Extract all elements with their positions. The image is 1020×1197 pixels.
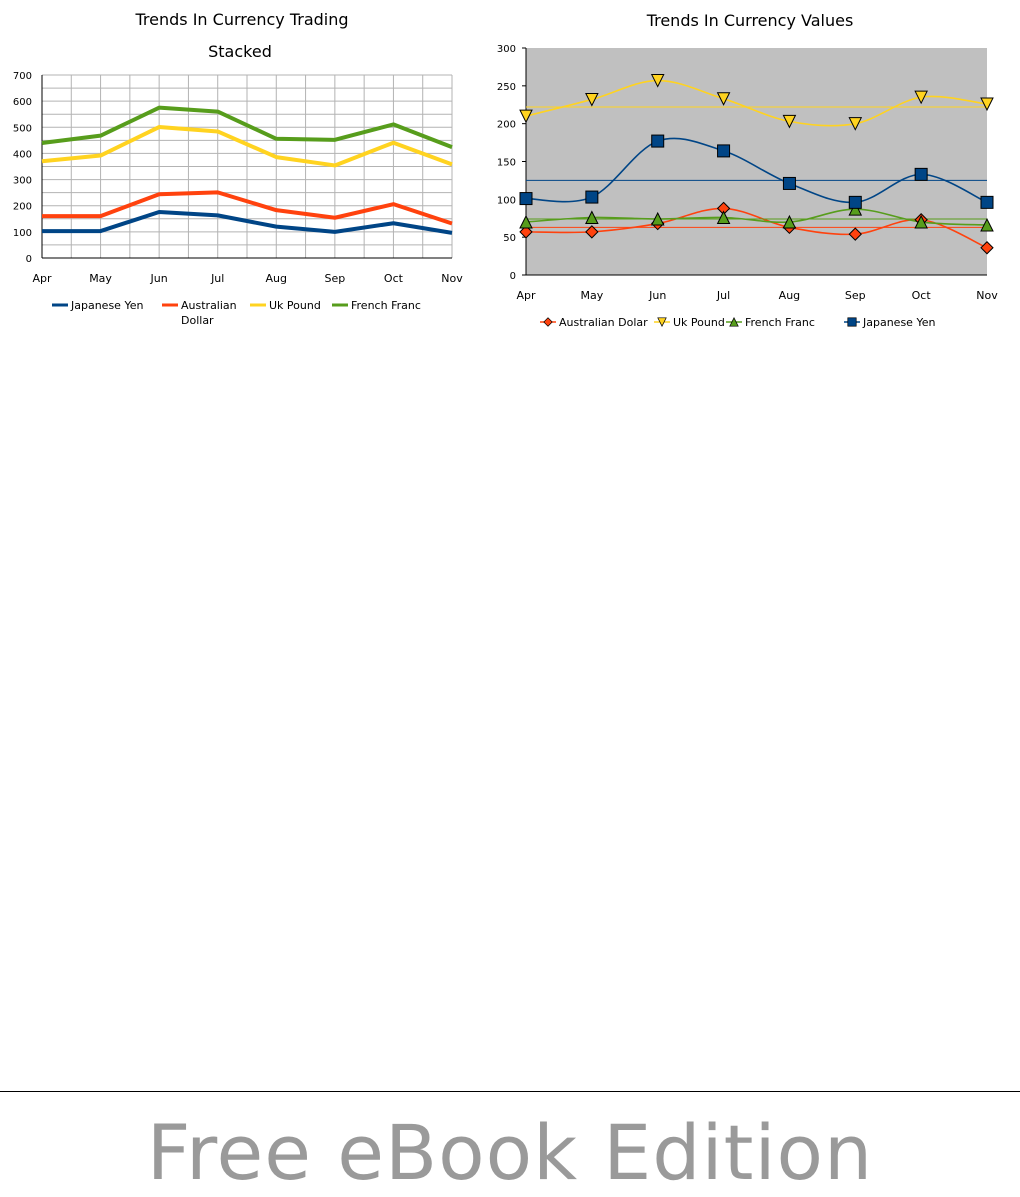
chart2-point-japanese-yen [914, 167, 928, 181]
chart2-point-japanese-yen [519, 192, 533, 206]
chart2-legend-label-french-franc: French Franc [745, 316, 815, 329]
chart1-y-tick-label: 700 [13, 71, 32, 82]
chart2-x-tick-label: Jun [648, 289, 666, 302]
chart2-point-australian-dolar [519, 225, 533, 239]
chart2-point-french-franc [519, 214, 533, 229]
chart2-legend-marker-australian-dolar [543, 317, 553, 327]
chart1-y-tick-label: 100 [13, 228, 32, 239]
chart2-point-french-franc [980, 217, 994, 232]
chart1-x-tick-label: Jul [210, 272, 224, 285]
chart2-point-french-franc [782, 214, 797, 229]
smoothed-line-chart: Trends In Currency Values 0 50 100 150 200 25… [497, 11, 998, 329]
chart1-legend-label-australian-dollar: Australian [181, 299, 237, 312]
chart2-point-french-franc [650, 211, 665, 226]
chart2-point-japanese-yen [717, 144, 731, 158]
chart1-y-tick-label: 0 [26, 254, 32, 265]
chart2-point-australian-dolar [585, 225, 599, 239]
chart2-point-australian-dolar [848, 227, 862, 241]
chart1-grid [41, 74, 453, 259]
chart2-point-uk-pound [650, 74, 665, 88]
chart2-legend: Australian Dolar Uk Pound French Franc Japa… [540, 316, 935, 329]
chart2-plot-area [526, 48, 987, 275]
chart2-point-uk-pound [585, 92, 599, 107]
chart2-point-australian-dolar [980, 241, 994, 255]
chart2-y-tick-label: 50 [503, 233, 516, 244]
footer-rule [0, 1091, 1020, 1092]
chart2-y-tick-label: 250 [497, 82, 516, 93]
chart1-y-tick-label: 600 [13, 97, 32, 108]
chart2-series [519, 74, 994, 255]
chart1-legend-label-australian-dollar: Dollar [181, 314, 214, 327]
chart2-point-uk-pound [980, 97, 994, 112]
chart2-legend-marker-japanese-yen [847, 317, 857, 327]
chart1-series-australian-dollar [42, 190, 453, 226]
chart2-plot-background [526, 48, 987, 275]
chart2-y-tick-label: 100 [497, 195, 516, 206]
chart1-legend-label-japanese-yen: Japanese Yen [70, 299, 143, 312]
chart2-legend-marker-french-franc [729, 317, 739, 327]
chart1-title: Trends In Currency Trading [134, 10, 348, 29]
chart1-x-tick-label: Apr [32, 272, 52, 285]
chart2-x-tick-label: Sep [845, 289, 866, 302]
chart2-y-tick-label: 0 [510, 271, 516, 282]
chart2-y-tick-label: 150 [497, 158, 516, 169]
chart1-y-tick-label: 200 [13, 202, 32, 213]
chart1-series-japanese-yen [42, 209, 453, 235]
chart2-legend-marker-uk-pound [657, 317, 667, 327]
chart2-point-uk-pound [519, 109, 533, 124]
chart1-series-french-franc [41, 105, 453, 150]
chart2-y-tick-label: 200 [497, 120, 516, 131]
chart1-series [41, 105, 453, 235]
chart2-point-japanese-yen [782, 176, 796, 190]
chart2-point-uk-pound [914, 90, 928, 105]
chart2-point-french-franc [585, 210, 599, 224]
chart2-point-uk-pound [848, 117, 863, 131]
chart2-legend-label-japanese-yen: Japanese Yen [862, 316, 935, 329]
chart2-point-french-franc [848, 202, 863, 216]
chart1-y-tick-label: 500 [13, 123, 32, 134]
chart2-point-uk-pound [782, 114, 797, 129]
chart1-legend-label-french-franc: French Franc [351, 299, 421, 312]
chart2-point-uk-pound [716, 92, 731, 106]
chart2-series-french-franc [525, 208, 988, 226]
chart1-legend: Japanese Yen Australian Dollar Uk Pound Fren… [52, 299, 421, 327]
chart2-x-tick-label: Jul [716, 289, 730, 302]
chart1-subtitle: Stacked [208, 42, 272, 61]
chart2-point-french-franc [914, 214, 928, 229]
chart2-x-tick-label: Aug [779, 289, 800, 302]
chart1-legend-label-uk-pound: Uk Pound [269, 299, 321, 312]
chart1-x-tick-label: Nov [441, 272, 463, 285]
chart2-x-tick-label: Oct [912, 289, 932, 302]
chart1-x-tick-label: Aug [266, 272, 287, 285]
chart1-x-tick-label: Oct [384, 272, 404, 285]
chart2-point-japanese-yen [585, 190, 599, 204]
chart2-point-japanese-yen [848, 195, 862, 209]
chart2-x-tick-label: Apr [516, 289, 536, 302]
stacked-line-chart: Trends In Currency Trading Stacked 0 100 2… [13, 10, 463, 327]
chart2-y-tick-label: 300 [497, 44, 516, 55]
chart2-series-japanese-yen [525, 137, 988, 204]
chart2-x-tick-label: May [580, 289, 603, 302]
chart1-y-tick-label: 400 [13, 149, 32, 160]
chart2-title: Trends In Currency Values [646, 11, 854, 30]
chart1-x-tick-label: May [89, 272, 112, 285]
chart2-legend-label-australian-dolar: Australian Dolar [559, 316, 648, 329]
chart2-point-japanese-yen [651, 134, 665, 148]
chart2-legend-label-uk-pound: Uk Pound [673, 316, 725, 329]
chart2-point-japanese-yen [980, 195, 994, 209]
chart2-point-french-franc [716, 210, 731, 224]
chart2-x-tick-label: Nov [976, 289, 998, 302]
free-ebook-watermark: Free eBook Edition [146, 1108, 874, 1197]
chart1-axes: 0 100 200 300 400 500 600 700 Apr May Jun Jul Aug Sep… [13, 71, 463, 285]
chart2-series-uk-pound [525, 79, 988, 127]
chart1-x-tick-label: Jun [150, 272, 168, 285]
chart1-x-tick-label: Sep [324, 272, 345, 285]
chart1-series-uk-pound [41, 125, 453, 168]
chart1-y-tick-label: 300 [13, 176, 32, 187]
